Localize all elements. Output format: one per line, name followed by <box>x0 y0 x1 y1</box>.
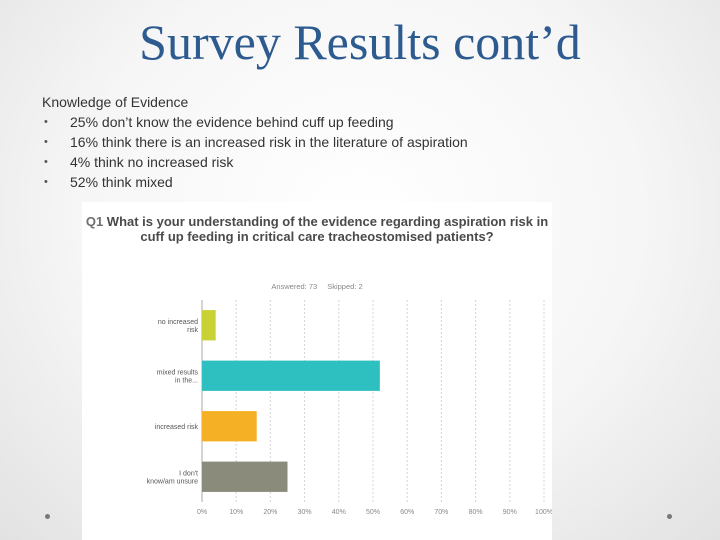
x-tick-label: 100% <box>535 509 552 516</box>
x-tick-label: 70% <box>434 509 448 516</box>
bullet-item: 16% think there is an increased risk in … <box>42 132 468 152</box>
bullet-list: 25% don’t know the evidence behind cuff … <box>42 112 468 192</box>
x-tick-label: 50% <box>366 509 380 516</box>
x-tick-label: 90% <box>503 509 517 516</box>
slide-title: Survey Results cont’d <box>139 14 581 70</box>
x-tick-label: 0% <box>197 509 207 516</box>
decorative-dot <box>667 514 672 519</box>
category-label: know/am unsure <box>147 478 198 485</box>
category-label: increased risk <box>155 424 199 431</box>
category-label: I don't <box>179 470 198 477</box>
chart-card: 0% 10% 20% 30% 40% 50% 60% 70% 80% 90% 100% no incr… <box>82 202 552 540</box>
decorative-dot <box>45 514 50 519</box>
x-tick-label: 20% <box>263 509 277 516</box>
category-label: mixed results <box>157 369 199 376</box>
section-heading: Knowledge of Evidence <box>42 94 189 110</box>
x-tick-label: 80% <box>469 509 483 516</box>
category-label: risk <box>187 327 198 334</box>
bar <box>202 310 216 341</box>
skipped-count: Skipped: 2 <box>327 282 363 291</box>
question-text: What is your understanding of the eviden… <box>106 214 549 244</box>
bar-chart: 0% 10% 20% 30% 40% 50% 60% 70% 80% 90% 100% no incr… <box>147 300 552 516</box>
response-stats: Answered: 73 Skipped: 2 <box>82 282 552 291</box>
body-text: Knowledge of Evidence 25% don’t know the… <box>42 92 468 192</box>
category-label: in the... <box>175 377 198 384</box>
category-label: no increased <box>158 319 198 326</box>
x-tick-label: 10% <box>229 509 243 516</box>
bar <box>202 411 257 442</box>
bullet-item: 25% don’t know the evidence behind cuff … <box>42 112 468 132</box>
x-tick-label: 30% <box>298 509 312 516</box>
bullet-item: 4% think no increased risk <box>42 152 468 172</box>
bar <box>202 461 288 492</box>
question-title: Q1 What is your understanding of the evi… <box>82 214 552 244</box>
bar <box>202 360 380 391</box>
answered-count: Answered: 73 <box>271 282 318 291</box>
x-tick-label: 40% <box>332 509 346 516</box>
x-tick-label: 60% <box>400 509 414 516</box>
question-number: Q1 <box>85 214 104 229</box>
bullet-item: 52% think mixed <box>42 172 468 192</box>
